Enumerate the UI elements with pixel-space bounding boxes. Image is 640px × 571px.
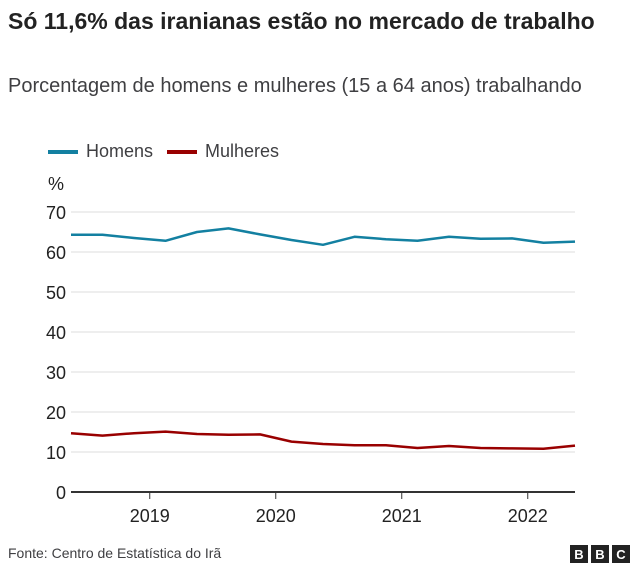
source-note: Fonte: Centro de Estatística do Irã	[8, 545, 222, 561]
legend-label-mulheres: Mulheres	[205, 141, 280, 161]
x-tick-label: 2022	[508, 506, 548, 526]
y-tick-label: 30	[46, 363, 66, 383]
legend-label-homens: Homens	[86, 141, 154, 161]
x-tick-label: 2019	[130, 506, 170, 526]
bbc-logo-b2: B	[591, 545, 609, 563]
legend-swatch-mulheres	[167, 149, 198, 154]
y-tick-label: 50	[46, 283, 66, 303]
chart-subtitle: Porcentagem de homens e mulheres (15 a 6…	[8, 75, 582, 97]
x-tick-label: 2020	[256, 506, 296, 526]
y-tick-label: 0	[56, 483, 66, 503]
legend: Homens Mulheres	[48, 141, 279, 162]
x-tick-label: 2021	[382, 506, 422, 526]
y-tick-label: 70	[46, 203, 66, 223]
legend-swatch-homens	[48, 149, 78, 154]
series-line-mulheres	[70, 430, 576, 451]
y-tick-label: 60	[46, 243, 66, 263]
bbc-logo-c: C	[612, 545, 630, 563]
y-tick-label: 20	[46, 403, 66, 423]
legend-item-homens: Homens	[48, 141, 153, 162]
legend-item-mulheres: Mulheres	[167, 141, 279, 162]
y-tick-label: 40	[46, 323, 66, 343]
series-line-homens	[71, 227, 576, 247]
y-axis-unit: %	[48, 174, 64, 194]
bbc-logo: B B C	[570, 545, 630, 563]
chart-title: Só 11,6% das iranianas estão no mercado …	[8, 8, 595, 34]
y-tick-label: 10	[46, 443, 66, 463]
bbc-logo-b1: B	[570, 545, 588, 563]
